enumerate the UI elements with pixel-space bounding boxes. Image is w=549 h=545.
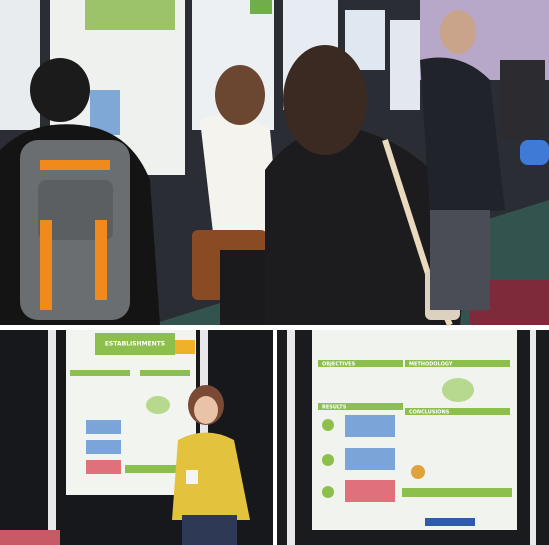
rect-shape [345, 415, 395, 437]
ellipse-shape [442, 378, 474, 402]
bottom-right-photo: OBJECTIVES METHODOLOGY RESULTS CONCLUSIO… [277, 330, 549, 545]
circle-shape [322, 419, 334, 431]
ellipse-shape [283, 45, 367, 155]
section-heading: METHODOLOGY [409, 362, 453, 368]
rect-shape [70, 370, 130, 376]
rect-shape [500, 60, 545, 140]
poster-title: ESTABLISHMENTS [105, 341, 165, 348]
top-photo [0, 0, 549, 327]
rect-shape [186, 470, 198, 484]
rect-shape [0, 530, 60, 545]
rect-shape [40, 160, 110, 170]
section-heading: RESULTS [322, 405, 347, 411]
section-heading: OBJECTIVES [322, 362, 356, 368]
rect-shape [345, 480, 395, 502]
rect-shape [175, 340, 195, 354]
section-heading: CONCLUSIONS [409, 410, 450, 416]
rect-shape [345, 448, 395, 470]
rect-shape [86, 420, 121, 434]
rect-shape [402, 488, 512, 497]
rect-shape [95, 220, 107, 300]
rect-shape [530, 330, 536, 545]
rect-shape [425, 518, 475, 526]
rect-shape [140, 370, 190, 376]
rect-shape [405, 408, 510, 415]
rect-shape [0, 0, 40, 130]
rect-shape [318, 360, 403, 367]
bottom-left-photo: ESTABLISHMENTS [0, 330, 273, 545]
path-shape [420, 57, 505, 215]
rect-shape [125, 465, 180, 473]
ellipse-shape [146, 396, 170, 414]
rect-shape [287, 330, 295, 545]
ellipse-shape [194, 396, 218, 424]
rect-shape [38, 180, 113, 240]
ellipse-shape [215, 65, 265, 125]
rect-shape [405, 360, 510, 367]
circle-shape [411, 465, 425, 479]
rect-shape [95, 333, 175, 355]
rect-shape [90, 90, 120, 135]
rect-shape [85, 0, 175, 30]
rect-shape [250, 0, 272, 14]
path-shape [200, 114, 280, 250]
rect-shape [40, 220, 52, 310]
rect-shape [520, 140, 549, 165]
rect-shape [318, 403, 403, 410]
rect-shape [86, 460, 121, 474]
rect-shape [182, 515, 237, 545]
path-shape [172, 432, 250, 520]
rect-shape [86, 440, 121, 454]
ellipse-shape [440, 10, 476, 54]
rect-shape [430, 210, 490, 310]
circle-shape [322, 454, 334, 466]
ellipse-shape [30, 58, 90, 122]
path-shape [265, 128, 470, 325]
circle-shape [322, 486, 334, 498]
rect-shape [48, 330, 56, 545]
rect-shape [390, 20, 420, 110]
